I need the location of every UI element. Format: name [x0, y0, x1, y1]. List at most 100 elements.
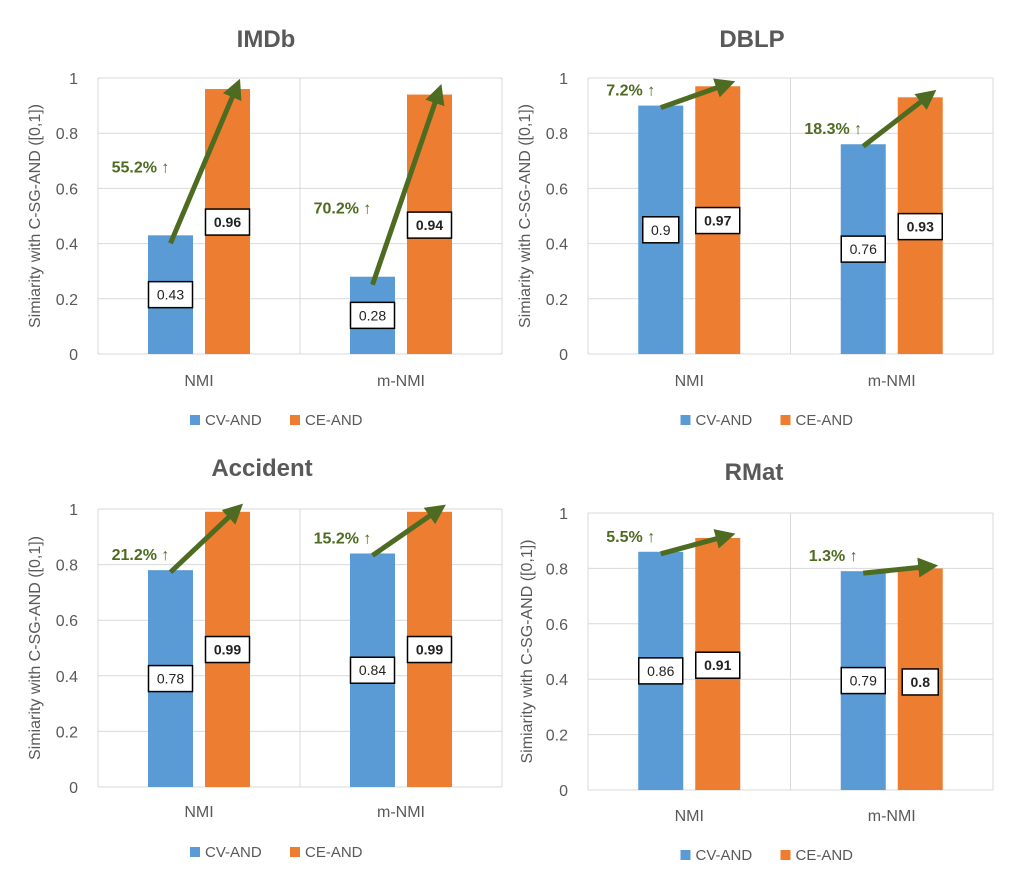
legend-label: CE-AND [796, 847, 854, 864]
y-tick-label: 0 [69, 780, 78, 797]
improvement-arrow [861, 89, 937, 149]
data-label: 0.84 [359, 662, 386, 678]
y-tick-label: 0.6 [546, 181, 568, 198]
data-label: 0.43 [157, 287, 184, 303]
y-tick-label: 0.4 [56, 669, 78, 686]
legend-swatch [780, 850, 791, 860]
data-label-box [204, 208, 251, 236]
chart-panel-dblp: DBLP 0 0.2 0.4 0.6 0.8 1 Simiarity with C-SG-AN… [517, 26, 994, 429]
improvement-arrow [862, 557, 939, 578]
data-label: 0.76 [850, 241, 877, 257]
legend: CV-AND CE-AND [190, 412, 363, 429]
improvement-label: 55.2% ↑ [112, 159, 170, 176]
data-label-box [638, 657, 684, 685]
legend-swatch [190, 415, 200, 425]
data-label: 0.78 [157, 671, 184, 687]
legend-swatch [680, 415, 691, 425]
y-tick-label: 0.6 [56, 181, 78, 198]
improvement-arrow [371, 504, 446, 558]
chart-title: DBLP [719, 26, 784, 53]
improvement-label: 18.3% ↑ [804, 121, 862, 138]
y-tick-label: 0.4 [56, 237, 78, 254]
y-tick-label: 0.8 [56, 126, 78, 143]
y-axis-label: Simiarity with C-SG-AND ([0,1]) [27, 536, 44, 760]
y-tick-label: 0.6 [546, 617, 568, 634]
improvement-label: 1.3% ↑ [809, 548, 858, 565]
data-label-box [406, 211, 453, 239]
legend: CV-AND CE-AND [190, 844, 363, 861]
y-axis-label: Simiarity with C-SG-AND ([0,1]) [519, 539, 536, 763]
data-label-box [695, 651, 741, 679]
y-tick-label: 0.6 [56, 613, 78, 630]
x-tick-label: NMI [675, 808, 704, 825]
legend-label: CV-AND [205, 412, 262, 429]
data-label-box [204, 635, 251, 664]
legend-label: CE-AND [305, 844, 363, 861]
x-tick-label: NMI [675, 373, 704, 390]
data-label: 0.91 [704, 657, 731, 673]
chart-panel-imdb: IMDb 0 0.2 0.4 0.6 0.8 1 Simiarity with C-SG-AN… [27, 26, 503, 429]
data-label-box [349, 656, 396, 684]
y-tick-label: 0.8 [546, 561, 568, 578]
legend-swatch [190, 847, 200, 857]
y-axis-label: Simiarity with C-SG-AND ([0,1]) [27, 104, 44, 328]
legend-swatch [680, 850, 691, 860]
improvement-arrow [168, 78, 242, 245]
data-label-box [840, 666, 886, 695]
data-label-box [349, 301, 396, 330]
legend: CV-AND CE-AND [680, 847, 854, 864]
y-tick-label: 1 [69, 71, 78, 88]
data-label: 0.79 [850, 673, 877, 689]
chart-panel-accident: Accident 0 0.2 0.4 0.6 0.8 1 Simiarity with C-S… [27, 455, 503, 861]
data-label-box [406, 635, 453, 664]
data-label: 0.99 [416, 642, 443, 658]
data-label: 0.99 [214, 642, 241, 658]
x-tick-label: m-NMI [868, 808, 916, 825]
chart-title: IMDb [237, 26, 296, 53]
data-label-box [840, 235, 886, 263]
legend-label: CV-AND [696, 412, 753, 429]
data-label-box [147, 664, 194, 693]
y-tick-label: 0 [69, 347, 78, 364]
legend-label: CE-AND [305, 412, 363, 429]
data-label: 0.93 [907, 219, 934, 235]
data-label-box [901, 668, 939, 696]
data-label-box [695, 206, 741, 235]
y-tick-label: 0 [559, 347, 568, 364]
improvement-label: 7.2% ↑ [606, 83, 655, 100]
y-tick-label: 0.2 [56, 724, 78, 741]
data-label: 0.96 [214, 214, 241, 230]
y-tick-label: 0.2 [546, 292, 568, 309]
data-label: 0.28 [359, 307, 386, 323]
x-tick-label: m-NMI [868, 373, 916, 390]
improvement-label: 21.2% ↑ [112, 547, 170, 564]
improvement-label: 15.2% ↑ [314, 530, 372, 547]
x-tick-label: NMI [184, 804, 213, 821]
data-label-box [642, 216, 680, 244]
y-axis-label: Simiarity with C-SG-AND ([0,1]) [517, 104, 534, 328]
improvement-arrow [168, 503, 244, 574]
y-tick-label: 0.8 [546, 126, 568, 143]
improvement-label: 5.5% ↑ [606, 529, 655, 546]
legend: CV-AND CE-AND [680, 412, 853, 429]
y-tick-label: 0.2 [546, 728, 568, 745]
data-label: 0.86 [647, 663, 674, 679]
y-tick-label: 1 [559, 71, 568, 88]
data-label-box [897, 212, 943, 241]
data-label-box [147, 280, 194, 309]
data-label: 0.94 [416, 217, 443, 233]
data-label: 0.8 [911, 674, 931, 690]
legend-swatch [290, 847, 300, 857]
y-tick-label: 1 [559, 506, 568, 523]
x-tick-label: NMI [184, 373, 213, 390]
y-tick-label: 0.8 [56, 558, 78, 575]
improvement-arrow [370, 84, 445, 286]
y-tick-label: 0.4 [546, 237, 568, 254]
y-tick-label: 1 [69, 502, 78, 519]
data-label: 0.97 [704, 213, 731, 229]
y-tick-label: 0.4 [546, 672, 568, 689]
legend-swatch [780, 415, 791, 425]
legend-label: CV-AND [205, 844, 262, 861]
x-tick-label: m-NMI [377, 804, 425, 821]
chart-panel-rmat: RMat 0 0.2 0.4 0.6 0.8 1 Simiarity with C-SG-AN… [519, 459, 994, 864]
